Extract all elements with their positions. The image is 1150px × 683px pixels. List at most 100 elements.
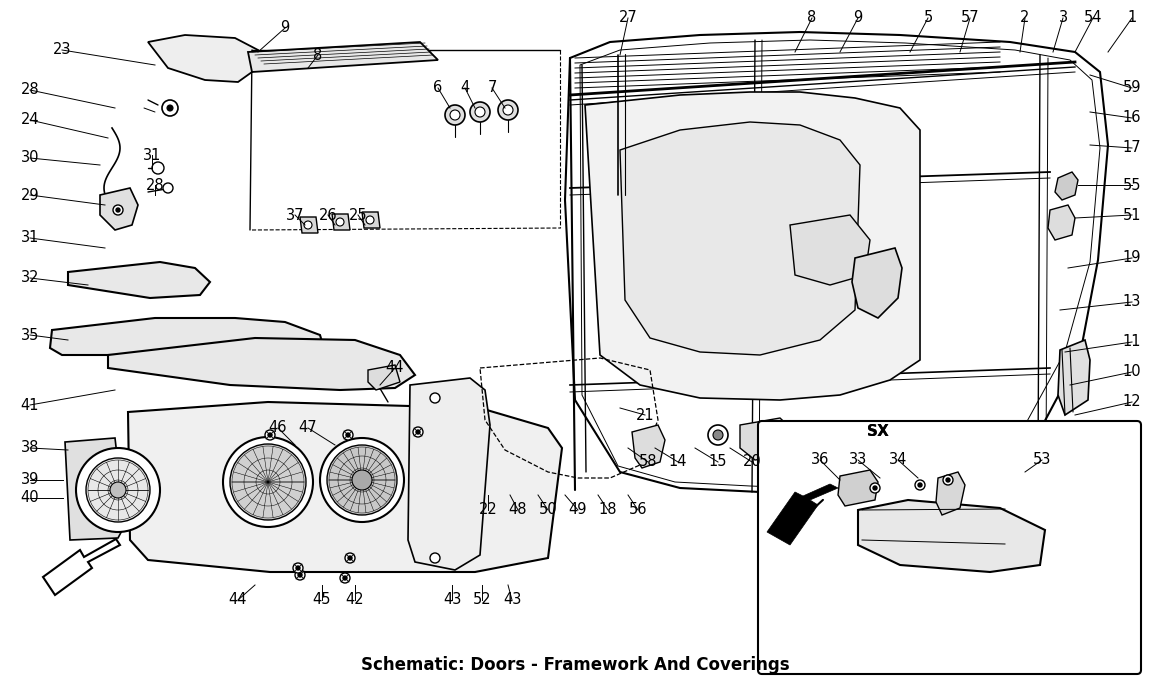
Circle shape — [708, 425, 728, 445]
Text: 59: 59 — [1122, 81, 1141, 96]
Circle shape — [223, 437, 313, 527]
Polygon shape — [68, 262, 210, 298]
Polygon shape — [858, 500, 1045, 572]
Polygon shape — [49, 318, 325, 362]
Polygon shape — [368, 365, 400, 390]
Polygon shape — [362, 212, 380, 228]
Circle shape — [343, 576, 347, 580]
Circle shape — [116, 208, 120, 212]
Circle shape — [264, 430, 275, 440]
Text: 33: 33 — [849, 453, 867, 467]
Text: 55: 55 — [1122, 178, 1141, 193]
Text: 25: 25 — [348, 208, 367, 223]
Circle shape — [327, 445, 397, 515]
Circle shape — [366, 216, 374, 224]
Circle shape — [345, 553, 355, 563]
Text: 6: 6 — [434, 81, 443, 96]
Text: 14: 14 — [669, 454, 688, 469]
Text: 11: 11 — [1122, 335, 1141, 350]
Text: 40: 40 — [21, 490, 39, 505]
Polygon shape — [838, 470, 877, 506]
Text: 28: 28 — [146, 178, 164, 193]
Circle shape — [162, 100, 178, 116]
Circle shape — [76, 448, 160, 532]
Text: 47: 47 — [299, 421, 317, 436]
Text: 30: 30 — [21, 150, 39, 165]
Polygon shape — [300, 217, 319, 233]
Text: 53: 53 — [1033, 453, 1051, 467]
Text: SX: SX — [867, 425, 889, 439]
Circle shape — [230, 444, 306, 520]
Text: 1: 1 — [1127, 10, 1136, 25]
Polygon shape — [66, 438, 125, 540]
Text: 57: 57 — [960, 10, 980, 25]
Polygon shape — [767, 484, 838, 545]
Polygon shape — [128, 402, 562, 572]
Text: 31: 31 — [21, 230, 39, 245]
Text: 45: 45 — [313, 592, 331, 607]
Text: 20: 20 — [743, 454, 761, 469]
Polygon shape — [43, 539, 120, 595]
Circle shape — [445, 105, 465, 125]
Text: 16: 16 — [1122, 111, 1141, 126]
Circle shape — [152, 162, 164, 174]
Text: 50: 50 — [538, 503, 558, 518]
Text: 7: 7 — [488, 81, 497, 96]
Polygon shape — [565, 32, 1107, 495]
Circle shape — [110, 482, 126, 498]
Text: Schematic: Doors - Framework And Coverings: Schematic: Doors - Framework And Coverin… — [361, 656, 789, 674]
Text: 49: 49 — [569, 503, 588, 518]
Text: 4: 4 — [460, 81, 469, 96]
Circle shape — [475, 107, 485, 117]
Circle shape — [320, 438, 404, 522]
Circle shape — [86, 458, 150, 522]
Circle shape — [304, 221, 312, 229]
Text: 39: 39 — [21, 473, 39, 488]
Text: 8: 8 — [807, 10, 816, 25]
Polygon shape — [1048, 205, 1075, 240]
Circle shape — [340, 573, 350, 583]
Circle shape — [430, 393, 440, 403]
Polygon shape — [100, 188, 138, 230]
Text: 48: 48 — [508, 503, 527, 518]
FancyBboxPatch shape — [758, 421, 1141, 674]
Text: 26: 26 — [319, 208, 337, 223]
Text: 44: 44 — [385, 361, 405, 376]
Circle shape — [503, 105, 513, 115]
Text: 15: 15 — [708, 454, 727, 469]
Text: SX: SX — [867, 425, 889, 439]
Text: 24: 24 — [21, 113, 39, 128]
Polygon shape — [1058, 340, 1090, 415]
Polygon shape — [585, 92, 920, 400]
Polygon shape — [332, 214, 350, 230]
Text: 38: 38 — [21, 441, 39, 456]
Text: 27: 27 — [619, 10, 637, 25]
Circle shape — [470, 102, 490, 122]
Text: 56: 56 — [629, 503, 647, 518]
Circle shape — [163, 183, 172, 193]
Circle shape — [713, 430, 723, 440]
Polygon shape — [852, 248, 902, 318]
Text: 41: 41 — [21, 398, 39, 413]
Text: 5: 5 — [923, 10, 933, 25]
Polygon shape — [632, 425, 665, 468]
Polygon shape — [148, 35, 258, 82]
Text: 22: 22 — [478, 503, 497, 518]
Circle shape — [298, 573, 302, 577]
Text: 37: 37 — [285, 208, 305, 223]
Text: 28: 28 — [21, 83, 39, 98]
Text: 43: 43 — [503, 592, 521, 607]
Polygon shape — [620, 122, 860, 355]
Polygon shape — [248, 42, 438, 72]
Circle shape — [167, 105, 172, 111]
Text: 36: 36 — [811, 453, 829, 467]
Text: 2: 2 — [1020, 10, 1029, 25]
Circle shape — [346, 433, 350, 437]
Text: 43: 43 — [443, 592, 461, 607]
Text: 52: 52 — [473, 592, 491, 607]
Text: 46: 46 — [269, 421, 288, 436]
Circle shape — [946, 478, 950, 482]
Circle shape — [873, 486, 877, 490]
Circle shape — [343, 430, 353, 440]
Text: 17: 17 — [1122, 141, 1141, 156]
